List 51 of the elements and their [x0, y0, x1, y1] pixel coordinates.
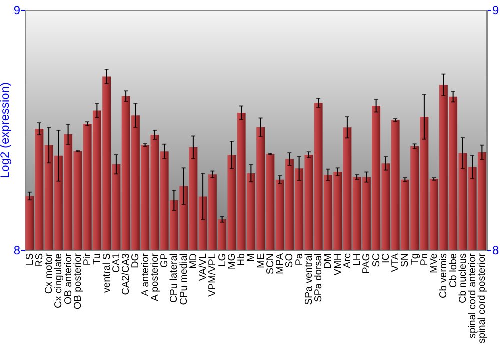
x-tick-label: RS	[34, 253, 46, 268]
x-tick-label: SC	[371, 254, 382, 268]
x-tick-label: VMH	[332, 254, 344, 276]
x-tick-label: ME	[256, 253, 267, 268]
x-tick-label: CPu medial	[178, 254, 190, 306]
x-tick-label: MD	[188, 254, 200, 270]
x-tick-label: A anterior	[140, 252, 152, 296]
x-tick-label: GP	[160, 253, 171, 268]
x-tick-label: Tu	[92, 254, 104, 265]
x-tick-label: Cb nucleus	[458, 254, 469, 304]
x-tick-label: SO	[284, 253, 296, 268]
x-tick-label: Hb	[236, 253, 248, 266]
x-tick-label: SPa ventral	[304, 254, 315, 306]
x-tick-label: Tg	[410, 254, 421, 266]
x-tick-label: Arc	[342, 254, 354, 268]
y2-tick-label: 9	[492, 4, 500, 18]
x-tick-label: OB posterior	[72, 252, 84, 310]
x-tick-label: LG	[217, 253, 228, 267]
y2-tick-label: 8	[492, 244, 500, 258]
x-tick-label: DM	[323, 254, 334, 270]
x-tick-label: A posterior	[150, 252, 161, 302]
x-tick-label: CA1	[111, 253, 122, 273]
x-tick-label: ventral S	[102, 253, 113, 293]
x-tick-label: M	[246, 254, 258, 262]
x-tick-label: VA/VL	[198, 253, 210, 282]
x-tick-label: Cb lobe	[448, 253, 460, 288]
x-tick-label: Pir	[82, 252, 94, 266]
x-tick-label: Pa	[294, 253, 306, 266]
x-tick-label: VPM/VPL	[208, 253, 219, 297]
x-tick-label: spinal cord posterior	[477, 252, 488, 344]
x-tick-label: Cb vermis	[438, 254, 450, 299]
x-tick-label: MVe	[429, 253, 440, 274]
x-tick-label: LH	[352, 254, 364, 266]
x-tick-label: DG	[130, 253, 142, 268]
x-tick-label: Cx cingulate	[54, 253, 65, 309]
x-tick-label: SPa dorsal	[314, 254, 325, 302]
x-tick-label: SN	[400, 254, 412, 268]
x-tick-label: Cx motor	[44, 252, 56, 294]
x-tick-label: spinal cord anterior	[468, 252, 479, 339]
x-tick-label: Pn	[419, 254, 430, 266]
x-tick-label: MPA	[275, 253, 286, 274]
x-tick-label: MG	[226, 253, 238, 270]
y-axis-title: Log2 (expression)	[0, 82, 12, 179]
x-tick-label: PAG	[362, 253, 373, 274]
x-tick-label: IC	[380, 254, 392, 264]
x-tick-label: OB anterior	[63, 252, 74, 305]
x-tick-label: LS	[24, 253, 36, 266]
x-tick-label: CA2/CA3	[121, 253, 132, 296]
x-tick-label: SCN	[265, 254, 276, 275]
x-tick-label: VTA	[390, 253, 402, 272]
x-tick-label: CPu lateral	[169, 254, 180, 303]
